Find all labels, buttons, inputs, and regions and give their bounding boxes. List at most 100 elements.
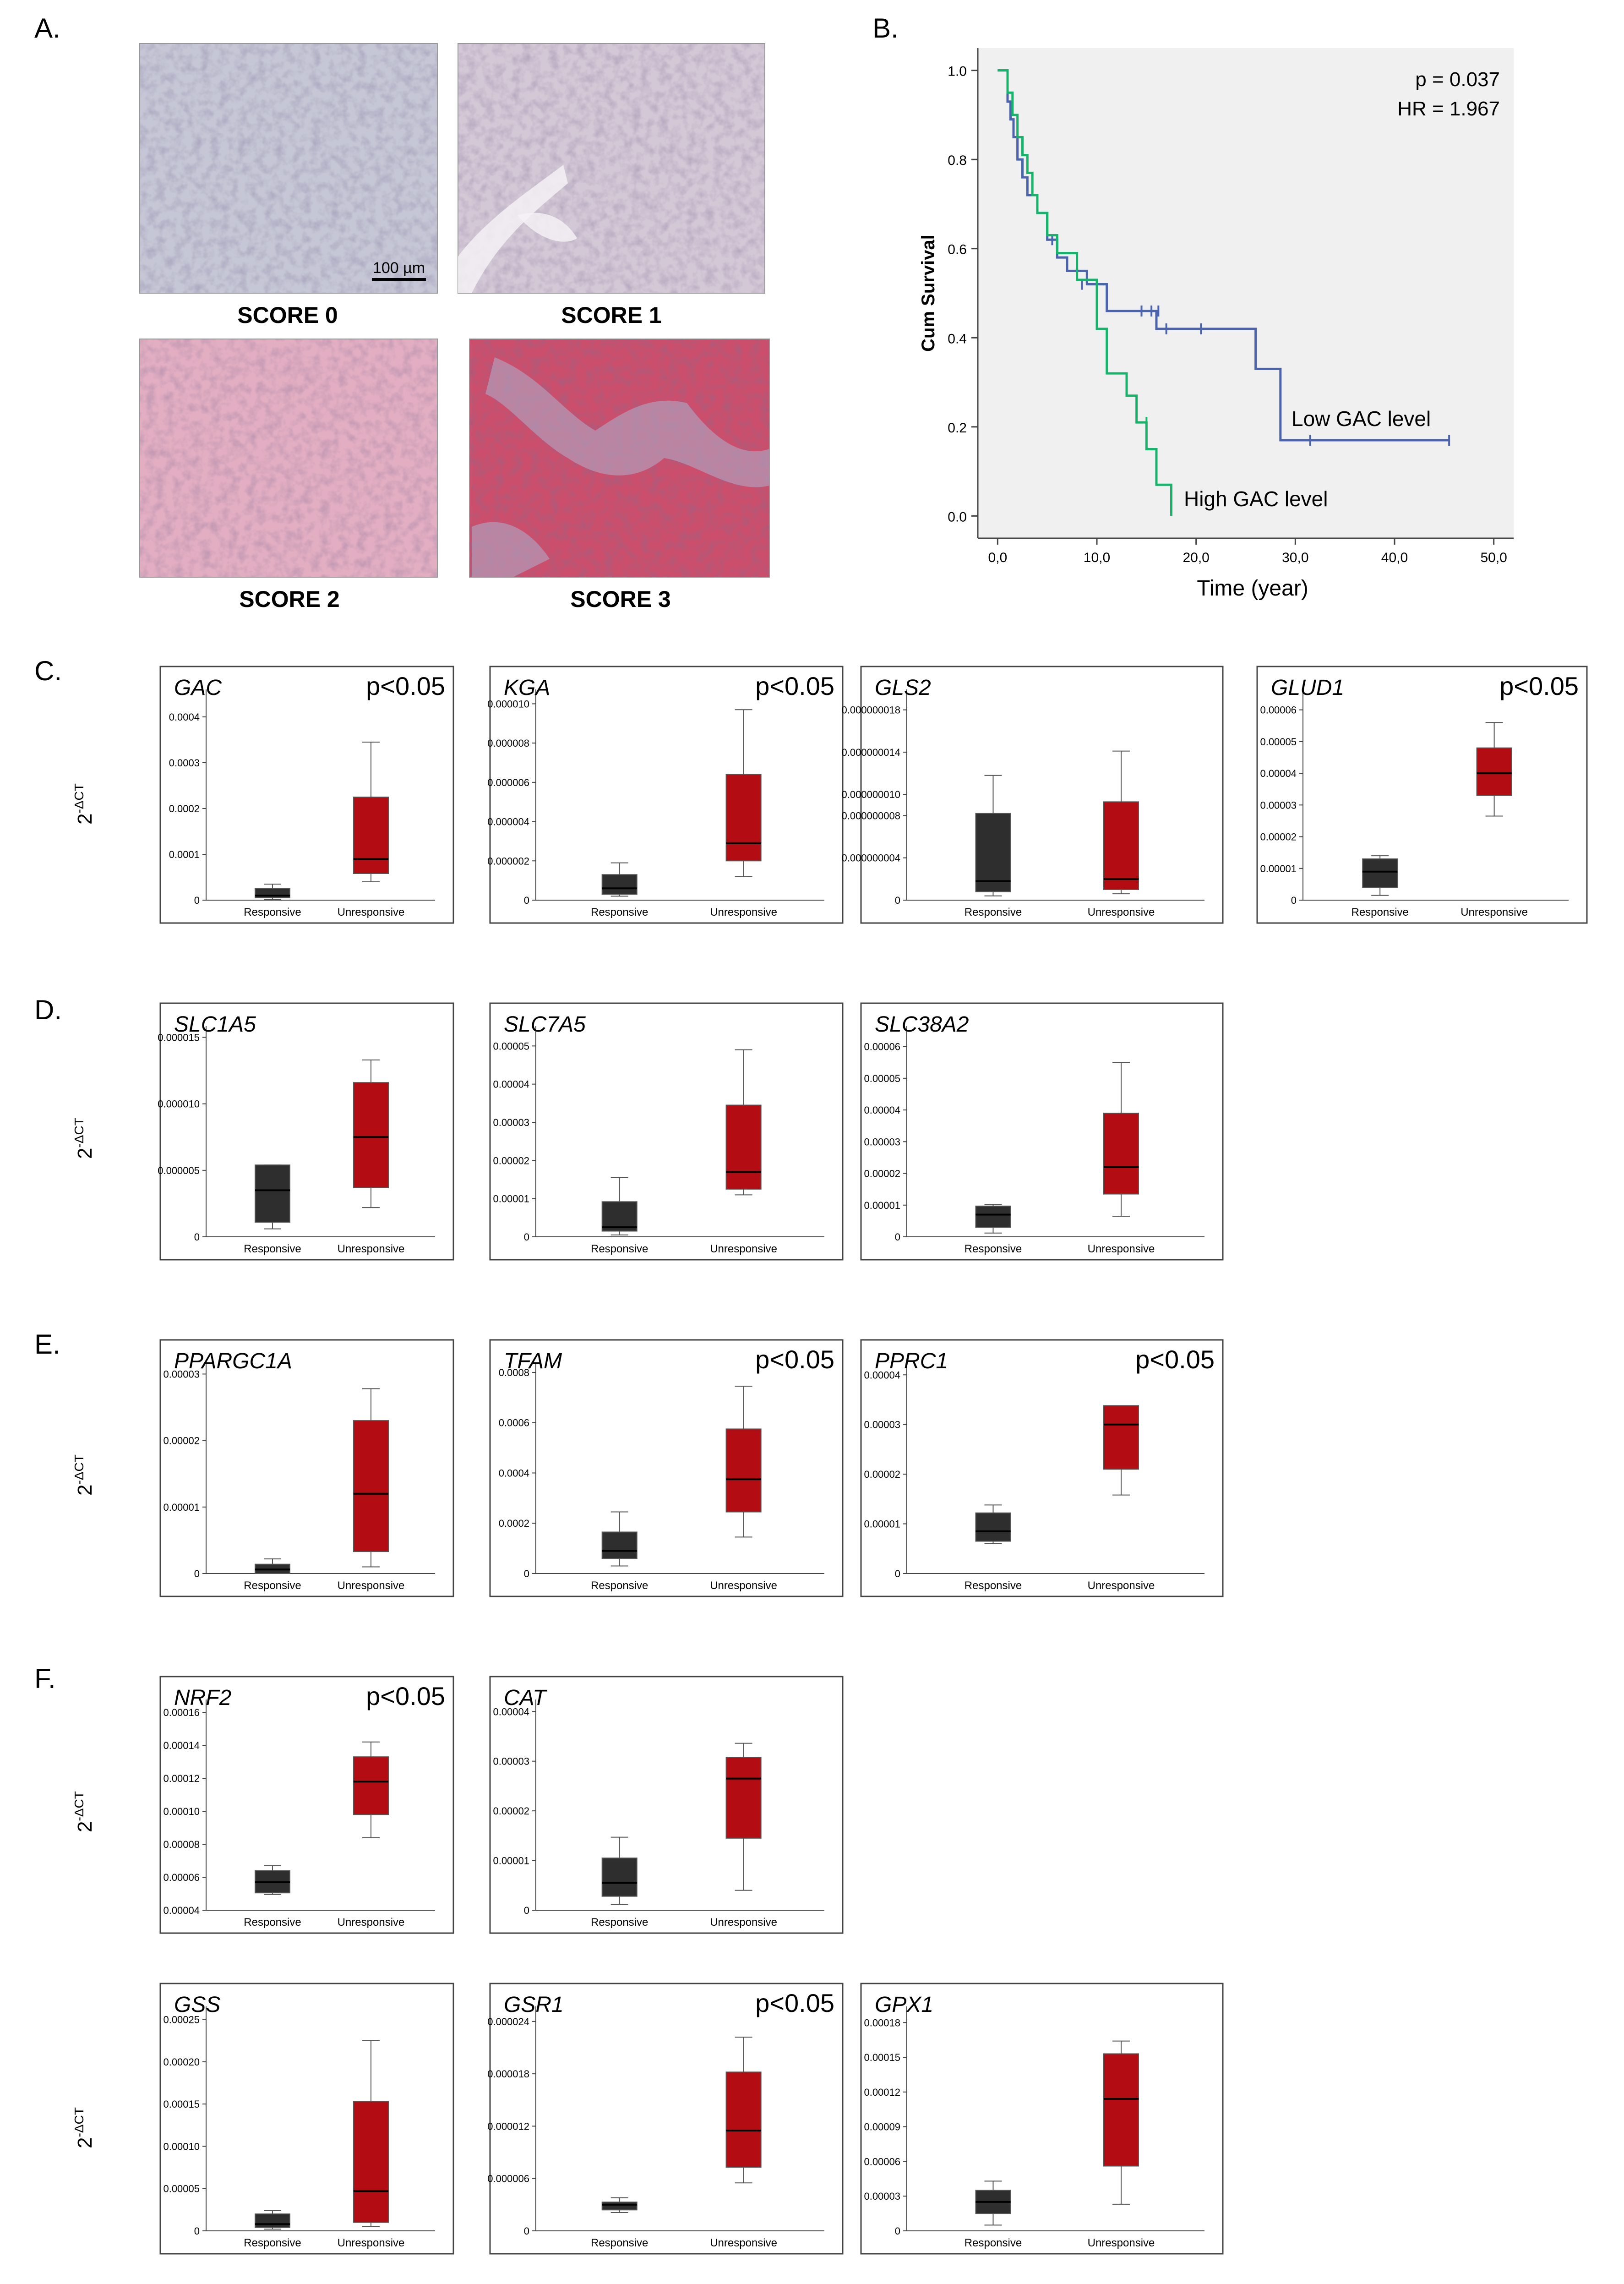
boxplot-glud1: 0 0.00001 0.00002 0.00003 0.00004 0.00005 0.00…	[1256, 666, 1588, 924]
boxplot-y-tick-label: 0.00012	[163, 1773, 200, 1784]
x-label-unresponsive: Unresponsive	[338, 1579, 405, 1592]
boxplot-y-tick-label: 0.000006	[487, 777, 529, 788]
boxplot-y-tick-label: 0.0002	[169, 803, 200, 814]
box-unresponsive	[353, 1420, 389, 1552]
boxplot-y-tick-label: 0	[194, 2225, 200, 2237]
boxplot-y-tick-label: 0.00006	[1260, 705, 1297, 716]
boxplot-y-tick-label: 0	[524, 1231, 529, 1243]
km-plot-area	[978, 48, 1514, 538]
boxplot-y-tick-label: 0.00005	[1260, 736, 1297, 748]
km-survival-chart: p = 0.037 HR = 1.967 Cum Survival Time (…	[918, 48, 1514, 601]
micrograph-score-1	[458, 43, 765, 294]
boxplot-gss: 0 0.00005 0.00010 0.00015 0.00020 0.00025 Resp…	[159, 1983, 454, 2255]
boxplot-y-tick-label: 0.00006	[864, 1041, 900, 1053]
x-label-responsive: Responsive	[1351, 906, 1408, 918]
boxplot-y-tick-label: 0.00014	[163, 1740, 200, 1751]
boxplot-y-tick-label: 0.0004	[499, 1467, 529, 1479]
boxplot-slc38a2: 0 0.00001 0.00002 0.00003 0.00004 0.00005 0.00…	[860, 1002, 1224, 1261]
panel-label-a: A.	[34, 13, 60, 44]
box-responsive	[975, 1512, 1011, 1542]
panel-label-c: C.	[34, 656, 62, 686]
boxplot-frame	[860, 1339, 1224, 1597]
boxplot-y-tick-label: 0	[524, 1568, 529, 1579]
km-y-tick-label: 0.2	[948, 421, 967, 436]
gene-name: GLUD1	[1271, 676, 1344, 700]
gene-name: SLC7A5	[504, 1012, 586, 1037]
x-label-unresponsive: Unresponsive	[710, 1916, 777, 1929]
boxplot-y-tick-label: 0	[194, 1231, 200, 1243]
box-unresponsive	[1103, 1405, 1139, 1470]
x-label-unresponsive: Unresponsive	[710, 1579, 777, 1592]
x-label-unresponsive: Unresponsive	[710, 906, 777, 918]
boxplot-y-tick-label: 0.00005	[864, 1073, 900, 1084]
km-x-axis-label: Time (year)	[1197, 576, 1308, 601]
micrograph-score-2	[139, 339, 438, 578]
boxplot-gls2: 0 0.000000004 0.000000008 0.000000010 0.0000…	[842, 666, 1224, 924]
boxplot-y-tick-label: 0.000004	[487, 816, 529, 828]
micrograph-label-score-2: SCORE 2	[239, 586, 340, 612]
km-y-tick-label: 0.8	[948, 153, 967, 168]
boxplot-nrf2: 0.00004 0.00006 0.00008 0.00010 0.00012 0.000…	[159, 1676, 454, 1934]
gene-name: SLC1A5	[174, 1012, 256, 1037]
gene-name: GPX1	[875, 1993, 933, 2017]
boxplot-y-tick-label: 0	[895, 1568, 900, 1579]
boxplot-y-tick-label: 0	[194, 895, 200, 906]
boxplot-y-tick-label: 0	[895, 895, 900, 906]
boxplot-y-tick-label: 0.00001	[864, 1519, 900, 1530]
boxplot-y-tick-label: 0	[524, 895, 529, 906]
boxplot-frame	[489, 1002, 844, 1261]
boxplot-y-tick-label: 0	[194, 1568, 200, 1579]
box-unresponsive	[353, 2101, 389, 2223]
significance-label: p<0.05	[366, 1682, 445, 1710]
boxplot-kga: 0 0.000002 0.000004 0.000006 0.000008 0.00001…	[487, 666, 844, 924]
x-label-responsive: Responsive	[244, 906, 301, 918]
km-x-tick-label: 40,0	[1381, 550, 1408, 565]
boxplot-y-tick-label: 0.00002	[864, 1168, 900, 1180]
boxplot-y-tick-label: 0.00015	[163, 2098, 200, 2110]
box-responsive	[1362, 858, 1398, 888]
boxplot-y-tick-label: 0.00004	[1260, 768, 1297, 779]
x-label-responsive: Responsive	[965, 1579, 1022, 1592]
row-c-y-axis-label: 2-ΔCT	[72, 783, 96, 825]
boxplot-frame	[860, 1983, 1224, 2255]
boxplot-y-tick-label: 0.00002	[864, 1469, 900, 1480]
boxplot-y-tick-label: 0.00002	[1260, 831, 1297, 843]
boxplot-y-tick-label: 0.0008	[499, 1367, 529, 1378]
box-unresponsive	[725, 1428, 762, 1513]
x-label-responsive: Responsive	[591, 1916, 648, 1929]
km-y-tick-label: 1.0	[948, 64, 967, 79]
boxplot-frame	[159, 1002, 454, 1261]
boxplot-frame	[159, 1983, 454, 2255]
gene-name: GSR1	[504, 1993, 564, 2017]
x-label-responsive: Responsive	[965, 2237, 1022, 2249]
km-curve-high-gac	[997, 69, 1172, 516]
x-label-responsive: Responsive	[591, 1579, 648, 1592]
boxplot-y-tick-label: 0.000010	[487, 698, 529, 710]
box-responsive	[601, 1201, 638, 1232]
boxplot-y-tick-label: 0	[524, 1905, 529, 1916]
boxplot-y-tick-label: 0.000000010	[842, 789, 900, 800]
boxplot-y-tick-label: 0.00004	[493, 1706, 529, 1717]
km-high-gac-label: High GAC level	[1184, 487, 1328, 511]
km-curve-low-gac	[997, 69, 1450, 442]
boxplot-y-tick-label: 0.00020	[163, 2056, 200, 2068]
boxplot-y-tick-label: 0.00010	[163, 1806, 200, 1817]
boxplot-y-tick-label: 0.00001	[493, 1855, 529, 1867]
km-y-tick-label: 0.6	[948, 242, 967, 257]
boxplot-slc7a5: 0 0.00001 0.00002 0.00003 0.00004 0.00005 Resp…	[489, 1002, 844, 1261]
x-label-unresponsive: Unresponsive	[1461, 906, 1528, 918]
boxplot-y-tick-label: 0.00004	[864, 1369, 900, 1381]
x-label-unresponsive: Unresponsive	[1088, 906, 1155, 918]
boxplot-y-tick-label: 0.00003	[864, 1419, 900, 1431]
boxplot-y-tick-label: 0	[895, 2225, 900, 2237]
km-hazard-ratio: HR = 1.967	[1397, 98, 1500, 120]
x-label-unresponsive: Unresponsive	[338, 1243, 405, 1255]
x-label-unresponsive: Unresponsive	[338, 906, 405, 918]
boxplot-y-tick-label: 0.00003	[864, 2191, 900, 2202]
box-unresponsive	[1103, 801, 1139, 890]
row-f2-y-axis-label: 2-ΔCT	[72, 2107, 96, 2148]
box-responsive	[601, 2202, 638, 2211]
boxplot-y-tick-label: 0.00025	[163, 2014, 200, 2025]
x-label-responsive: Responsive	[965, 906, 1022, 918]
